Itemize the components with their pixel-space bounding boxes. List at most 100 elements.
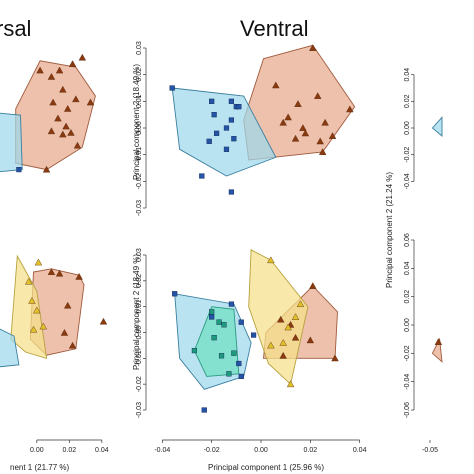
ventral-bot-brown-point-5 [331,354,339,362]
ventral-top-brown-point-13 [318,148,327,155]
ventral-bot-blue-point-3 [238,319,244,325]
third-y-axis-label: Principal component 2 (21.24 %) [385,172,394,288]
dorsal-top-brown-point-12 [67,128,75,136]
ventral-bot-blue-point-4 [250,332,257,338]
dorsal-x-axis-label: nent 1 (21.77 %) [10,463,69,472]
ventral-top-brown-point-12 [279,118,287,126]
third-bot-y-tick-label-0: -0.06 [404,402,411,418]
ventral-top-brown-point-0 [309,44,317,51]
ventral-x-axis-label: Principal component 1 (25.96 %) [208,463,324,472]
dorsal-top-brown-point-15 [42,165,51,173]
ventral-bot-brown-point-4 [306,336,315,344]
ventral-bot-y-tick-label-4: 0.01 [136,300,143,314]
dorsal-bot-brown-point-6 [68,341,77,349]
ventral-bot-teal-point-4 [191,347,198,354]
dorsal-x-tick-label-2: 0.04 [95,447,109,454]
dorsal-top-brown-point-16 [73,141,82,149]
ventral-y-axis-label-top: Principal component 2 (18.49 %) [132,64,141,180]
third-top-blue-hull [431,116,443,137]
ventral-top-brown-point-7 [299,124,307,131]
dorsal-title: rsal [0,16,31,41]
dorsal-top-brown-hull [15,60,96,171]
ventral-top-blue-point-5 [228,117,235,123]
dorsal-bot-yellow-point-3 [33,306,41,314]
third-bot-y-tick-label-5: 0.04 [404,261,411,275]
dorsal-bot-yellow-point-0 [34,258,43,266]
ventral-top-blue-point-10 [223,146,230,152]
dorsal-bot-yellow-hull [10,254,48,360]
third-top-y-tick-label-0: -0.04 [404,173,411,189]
dorsal-top-brown-point-3 [68,60,77,67]
ventral-bot-brown-point-3 [291,333,300,341]
dorsal-bot-yellow-point-1 [24,277,33,285]
ventral-bot-blue-point-7 [201,407,207,413]
ventral-bot-yellow-point-5 [286,380,295,388]
third-top-y-tick-label-3: 0.02 [404,94,411,108]
ventral-bot-y-tick-label-0: -0.03 [136,402,143,418]
ventral-bot-y-tick-label-3: 0.00 [136,326,143,340]
ventral-bot-yellow-point-2 [291,313,300,320]
ventral-bot-y-tick-label-2: -0.01 [136,350,143,366]
ventral-bot-teal-point-2 [221,322,227,328]
ventral-top-brown-point-10 [301,129,310,137]
dorsal-top-brown-point-8 [72,95,80,103]
dorsal-top-brown-point-5 [59,85,67,93]
ventral-top-blue-point-1 [209,98,215,104]
third-bot-brown-point-0 [434,338,443,345]
dorsal-panel: 0.00 0.02 0.04 [0,53,109,454]
ventral-bot-teal-point-1 [216,319,222,325]
third-panel: -0.04 -0.02 0.00 0.02 0.04 -0.06 -0.04 -0.02 0.0… [404,68,443,454]
ventral-bot-blue-point-6 [238,373,244,380]
ventral-bot-teal-point-0 [209,309,215,315]
third-top-y-tick-label-1: -0.02 [404,147,411,163]
ventral-x-tick-label-3: 0.02 [304,447,318,454]
ventral-top-y-tick-label-1: -0.02 [136,173,143,189]
third-top-y-tick-label-2: 0.00 [404,121,411,135]
ventral-x-tick-label-2: 0.00 [254,447,268,454]
ventral-top-y-tick-label-6: 0.03 [136,41,143,55]
ventral-top-blue-point-2 [228,98,235,104]
ventral-x-tick-label-1: -0.02 [204,447,220,454]
ventral-bot-blue-point-5 [236,360,242,367]
ventral-top-brown-point-1 [272,81,280,89]
ventral-bot-yellow-point-4 [279,339,287,346]
dorsal-top-brown-point-13 [59,130,67,138]
dorsal-bot-yellow-point-4 [29,325,38,333]
ventral-bot-y-tick-label-5: 0.02 [136,274,143,288]
ventral-x-tick-label-0: -0.04 [154,447,170,454]
ventral-x-tick-label-4: 0.04 [353,447,367,454]
ventral-bot-brown-point-6 [279,351,287,359]
dorsal-bot-brown-point-5 [99,317,108,325]
third-bot-y-tick-label-2: -0.02 [404,345,411,361]
ventral-bot-yellow-point-0 [267,256,275,264]
dorsal-top-brown-point-10 [54,114,62,122]
dorsal-bot-yellow-point-5 [39,322,48,330]
dorsal-top-brown-point-6 [49,98,57,106]
ventral-bot-yellow-point-6 [267,341,275,349]
dorsal-bot-brown-point-1 [55,269,64,277]
ventral-bot-yellow-point-3 [284,323,292,331]
ventral-bot-teal-point-3 [211,335,217,341]
ventral-top-y-tick-label-3: 0.00 [136,121,143,135]
ventral-bot-y-tick-label-6: 0.03 [136,248,143,262]
ventral-bot-teal-point-7 [226,371,232,377]
ventral-top-y-tick-label-2: -0.01 [136,147,143,163]
ventral-top-y-tick-label-0: -0.03 [136,200,143,216]
ventral-bot-y-tick-label-1: -0.02 [136,376,143,392]
third-bot-y-tick-label-1: -0.04 [404,374,411,390]
dorsal-top-brown-point-14 [47,127,56,135]
ventral-top-blue-point-0 [169,85,175,91]
ventral-top-blue-point-7 [213,130,220,136]
ventral-title: Ventral [240,16,309,41]
ventral-top-blue-point-8 [231,136,237,142]
ventral-top-brown-point-3 [346,105,354,113]
ventral-top-y-tick-label-5: 0.02 [136,68,143,82]
ventral-bot-yellow-point-1 [296,300,305,308]
ventral-top-brown-point-4 [294,100,302,107]
dorsal-top-brown-point-1 [47,72,56,80]
ventral-bot-blue-point-1 [228,301,235,307]
ventral-bot-blue-point-0 [172,291,178,297]
third-x-tick-label-0: -0.05 [422,447,438,454]
dorsal-top-brown-point-2 [55,66,64,74]
